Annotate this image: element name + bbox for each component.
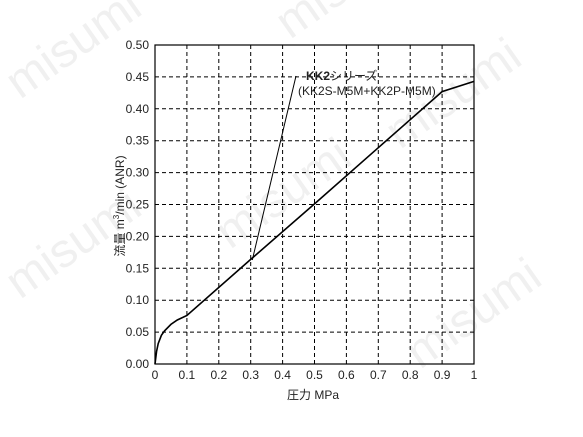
x-tick-label: 0.1 (179, 368, 196, 382)
y-tick-labels: 0.00 0.05 0.10 0.15 0.20 0.25 0.30 0.35 0.40 0.45… (126, 38, 150, 371)
x-tick-label: 0.2 (210, 368, 227, 382)
annotation-series-code: KK2 (306, 69, 330, 83)
y-tick-label: 0.30 (126, 166, 150, 180)
x-tick-label: 0.7 (370, 368, 387, 382)
y-tick-label: 0.20 (126, 229, 150, 243)
annotation-series-name: KK2シリーズ (306, 68, 377, 83)
y-tick-label: 0.10 (126, 293, 150, 307)
x-tick-label: 0.6 (338, 368, 355, 382)
y-tick-label: 0.00 (126, 357, 150, 371)
annotation-series-suffix: シリーズ (330, 68, 377, 83)
watermark-text: misumi (266, 0, 421, 49)
watermark-text: misumi (0, 0, 151, 109)
x-tick-label: 1 (471, 368, 478, 382)
x-axis-title: 圧力 MPa (287, 388, 339, 402)
y-axis-title-main: 流量 m (113, 219, 127, 256)
x-tick-label: 0.9 (434, 368, 451, 382)
x-tick-label: 0.8 (402, 368, 419, 382)
x-tick-label: 0 (152, 368, 159, 382)
x-tick-label: 0.5 (306, 368, 323, 382)
y-tick-label: 0.45 (126, 70, 150, 84)
y-tick-label: 0.40 (126, 102, 150, 116)
y-axis-title-unit: /min (ANR) (113, 155, 127, 214)
x-tick-label: 0.4 (274, 368, 291, 382)
y-tick-label: 0.15 (126, 261, 150, 275)
y-tick-label: 0.05 (126, 325, 150, 339)
annotation-model-numbers: (KK2S-M5M+KK2P-M5M) (298, 84, 436, 98)
x-tick-label: 0.3 (242, 368, 259, 382)
annotation-leader-line (251, 75, 297, 261)
watermark-layer: misumimisumimisumimisumimisumimisumi (0, 0, 551, 379)
y-tick-label: 0.25 (126, 198, 150, 212)
y-axis-title-superscript: 3 (112, 214, 121, 219)
y-tick-label: 0.50 (126, 38, 150, 52)
plot-frame (154, 44, 475, 365)
y-tick-label: 0.35 (126, 134, 150, 148)
y-axis-title: 流量 m3/min (ANR) (112, 155, 127, 256)
watermark-text: misumi (206, 128, 361, 259)
series-line-kk2 (154, 80, 475, 365)
x-tick-labels: 0 0.1 0.2 0.3 0.4 0.5 0.6 0.7 0.8 0.9 1 (152, 368, 478, 382)
